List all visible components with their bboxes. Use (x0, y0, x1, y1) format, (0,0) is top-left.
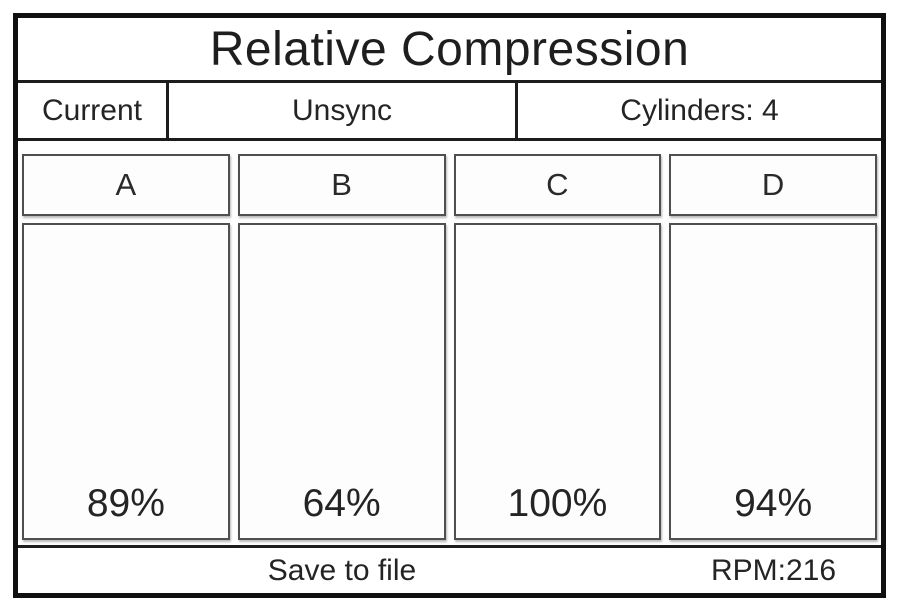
cylinder-value-b: 64% (302, 482, 381, 525)
status-sync-mode: Unsync (169, 83, 518, 138)
cylinder-header-a: A (22, 154, 230, 216)
status-bar: Current Unsync Cylinders: 4 (18, 83, 881, 141)
rpm-value: RPM:216 (710, 553, 837, 587)
status-sync-mode-label: Unsync (291, 93, 393, 127)
cylinder-header-a-label: A (115, 167, 137, 202)
cylinder-reading-c: 100% (453, 223, 662, 540)
status-cylinders-count-label: Cylinders: 4 (620, 93, 779, 127)
status-cylinders-count: Cylinders: 4 (518, 83, 881, 138)
cylinder-reading-d: 94% (669, 223, 877, 540)
cylinder-grid: A B C D 89% 64% 100% 94% (18, 141, 881, 545)
page-title: Relative Compression (209, 22, 690, 76)
cylinder-header-b: B (237, 154, 446, 216)
title-bar: Relative Compression (18, 18, 881, 83)
cylinder-header-c: C (453, 154, 662, 216)
cylinder-reading-a: 89% (22, 223, 230, 540)
save-to-file-button[interactable]: Save to file (18, 548, 666, 593)
rpm-readout: RPM:216 (666, 548, 881, 593)
cylinder-value-d: 94% (734, 482, 813, 525)
cylinder-value-a: 89% (86, 482, 165, 525)
save-to-file-label: Save to file (267, 553, 417, 587)
cylinder-header-d: D (669, 154, 877, 216)
cylinder-header-b-label: B (331, 167, 352, 202)
relative-compression-screen: Relative Compression Current Unsync Cyli… (13, 13, 886, 598)
status-source-label: Current (41, 93, 143, 127)
footer-bar: Save to file RPM:216 (18, 545, 881, 593)
cylinder-header-d-label: D (761, 167, 785, 202)
cylinder-value-c: 100% (507, 482, 608, 525)
cylinder-reading-b: 64% (237, 223, 446, 540)
cylinder-header-c-label: C (546, 167, 569, 202)
status-source: Current (18, 83, 169, 138)
